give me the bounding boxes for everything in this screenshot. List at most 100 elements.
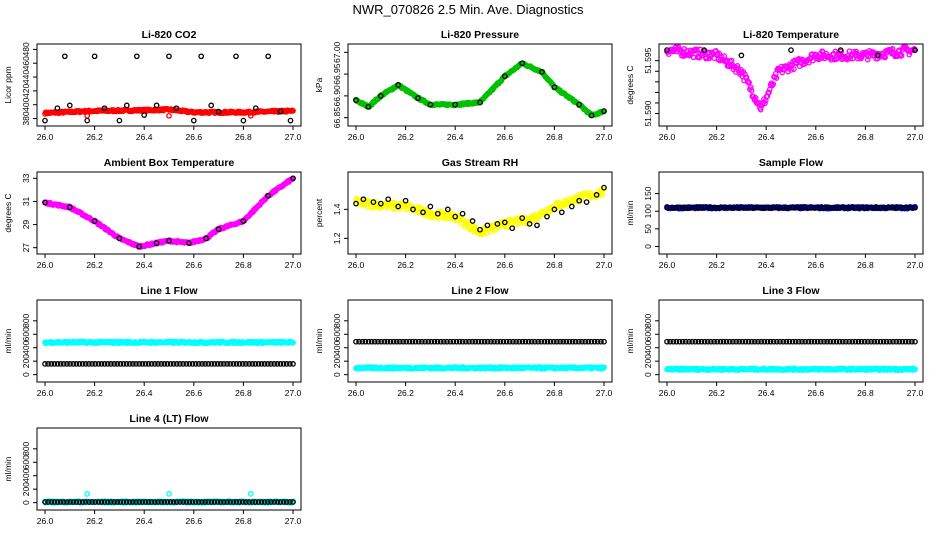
data-point bbox=[761, 204, 768, 211]
data-point bbox=[353, 200, 359, 207]
data-point bbox=[54, 361, 61, 367]
data-point bbox=[855, 338, 862, 345]
data-point bbox=[79, 361, 86, 367]
data-point bbox=[686, 204, 692, 211]
x-tick-label: 27.0 bbox=[907, 132, 924, 142]
data-point bbox=[167, 499, 174, 505]
data-point bbox=[506, 338, 513, 345]
y-tick-label: 400 bbox=[21, 468, 31, 482]
data-point bbox=[824, 204, 830, 211]
y-tick-label: 67.00 bbox=[332, 41, 342, 63]
x-tick-label: 26.2 bbox=[86, 260, 103, 270]
data-point bbox=[120, 361, 127, 367]
data-point bbox=[359, 338, 366, 345]
data-point bbox=[738, 52, 745, 59]
data-point bbox=[667, 204, 673, 211]
data-point bbox=[774, 204, 780, 211]
data-point bbox=[466, 338, 472, 345]
data-point bbox=[365, 103, 372, 110]
data-point bbox=[833, 204, 840, 211]
data-point bbox=[795, 204, 802, 211]
data-point bbox=[227, 499, 234, 505]
data-point bbox=[558, 209, 565, 216]
data-point bbox=[730, 338, 736, 345]
data-point bbox=[673, 338, 680, 345]
data-point bbox=[742, 338, 749, 345]
data-point bbox=[400, 338, 406, 345]
data-point bbox=[865, 204, 871, 211]
data-point bbox=[274, 361, 281, 367]
data-point bbox=[170, 361, 177, 367]
data-point bbox=[783, 204, 790, 211]
y-tick-label: 31 bbox=[21, 196, 31, 206]
data-point bbox=[780, 204, 787, 211]
data-series bbox=[42, 175, 296, 250]
data-point bbox=[82, 499, 89, 505]
data-point bbox=[858, 204, 865, 211]
data-point bbox=[412, 338, 419, 345]
x-tick-label: 26.2 bbox=[397, 260, 414, 270]
data-point bbox=[689, 338, 695, 345]
data-point bbox=[469, 338, 476, 345]
data-point bbox=[588, 338, 595, 345]
y-axis-label: kPa bbox=[314, 77, 324, 92]
data-point bbox=[230, 499, 237, 505]
data-point bbox=[739, 338, 746, 345]
x-tick-label: 26.2 bbox=[86, 132, 103, 142]
data-point bbox=[255, 361, 262, 367]
data-point bbox=[877, 204, 884, 211]
data-point bbox=[252, 105, 259, 112]
data-point bbox=[378, 338, 384, 345]
data-point bbox=[836, 204, 843, 211]
data-point bbox=[255, 499, 262, 505]
data-point bbox=[409, 338, 416, 345]
y-tick-label: 400 bbox=[643, 340, 653, 354]
data-point bbox=[748, 338, 755, 345]
data-point bbox=[528, 338, 535, 345]
data-point bbox=[195, 499, 202, 505]
data-point bbox=[519, 60, 526, 67]
data-point bbox=[189, 361, 196, 367]
data-point bbox=[199, 361, 205, 367]
plot-frame bbox=[658, 299, 924, 383]
x-tick-label: 26.6 bbox=[186, 260, 203, 270]
chart-panel: Line 2 Flow ml/min 26.0 26.2 26.4 26.6 26.8 27.… bbox=[314, 285, 613, 398]
data-point bbox=[582, 338, 589, 345]
data-point bbox=[664, 338, 670, 345]
data-point bbox=[84, 112, 91, 119]
data-point bbox=[824, 338, 830, 345]
x-tick-label: 26.8 bbox=[235, 132, 252, 142]
x-tick-label: 26.4 bbox=[447, 260, 464, 270]
data-point bbox=[252, 499, 259, 505]
y-tick-label: 0 bbox=[643, 372, 653, 377]
data-point bbox=[167, 361, 174, 367]
x-tick-label: 26.4 bbox=[136, 388, 153, 398]
data-point bbox=[767, 338, 774, 345]
data-point bbox=[108, 499, 114, 505]
data-point bbox=[817, 204, 824, 211]
x-tick-label: 26.0 bbox=[659, 260, 676, 270]
y-tick-label: 800 bbox=[21, 313, 31, 327]
data-point bbox=[215, 226, 222, 233]
y-tick-label: 100 bbox=[643, 204, 653, 218]
data-point bbox=[711, 338, 717, 345]
data-series bbox=[353, 364, 607, 372]
data-point bbox=[811, 204, 818, 211]
data-point bbox=[84, 491, 91, 497]
y-tick-label: 33 bbox=[21, 173, 31, 183]
data-point bbox=[101, 499, 108, 505]
plot-frame bbox=[36, 299, 302, 383]
y-tick-label: 440 bbox=[21, 70, 31, 84]
x-tick-label: 26.4 bbox=[447, 132, 464, 142]
chart-title: Gas Stream RH bbox=[442, 157, 518, 169]
data-point bbox=[780, 338, 787, 345]
data-point bbox=[522, 338, 529, 345]
data-point bbox=[874, 338, 881, 345]
data-point bbox=[459, 338, 466, 345]
data-point bbox=[76, 499, 83, 505]
data-point bbox=[51, 499, 58, 505]
data-point bbox=[868, 204, 874, 211]
x-tick-label: 27.0 bbox=[907, 388, 924, 398]
data-point bbox=[233, 499, 240, 505]
data-point bbox=[817, 338, 824, 345]
